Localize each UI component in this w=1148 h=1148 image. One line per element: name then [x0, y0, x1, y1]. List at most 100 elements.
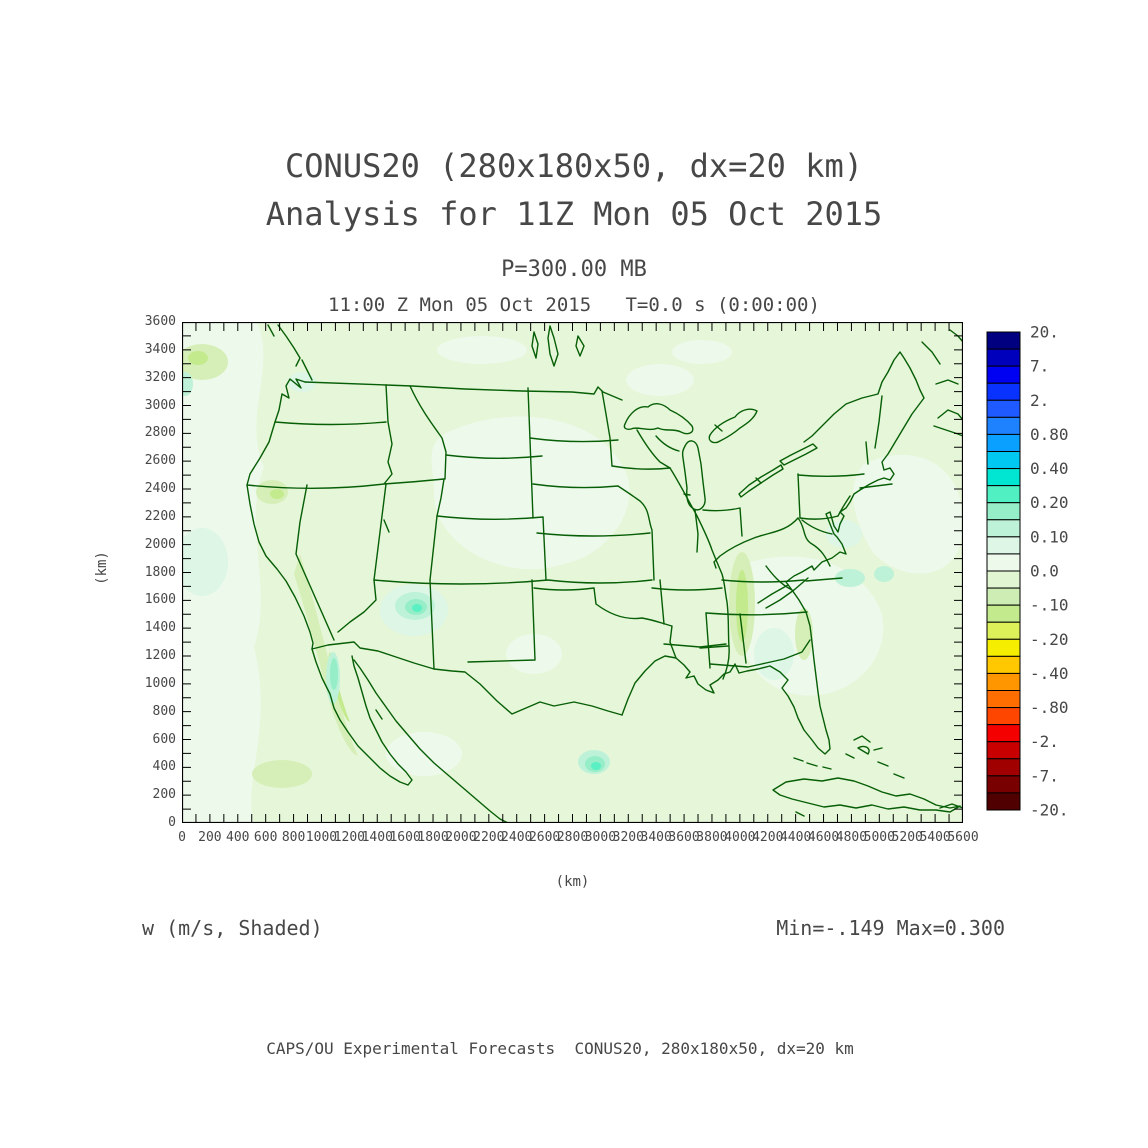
colorbar-label: -20. — [1030, 801, 1069, 820]
plot-title-line1: CONUS20 (280x180x50, dx=20 km) — [285, 147, 863, 185]
x-tick-label: 1000 — [305, 830, 338, 845]
x-tick-label: 2000 — [445, 830, 477, 845]
conus-map-svg — [182, 322, 963, 823]
x-tick-label: 200 — [198, 830, 222, 845]
map-boundary-line — [267, 324, 275, 337]
map-boundary-line — [772, 777, 961, 813]
plot-title-line2: Analysis for 11Z Mon 05 Oct 2015 — [265, 195, 883, 233]
minmax-label: Min=-.149 Max=0.300 — [776, 916, 1005, 940]
shading-patch — [270, 489, 284, 499]
y-tick-label: 1200 — [144, 648, 176, 663]
shading-patch — [252, 760, 312, 788]
colorbar-cell — [986, 331, 1021, 350]
map-boundary-line — [246, 378, 314, 650]
shading-patch — [506, 634, 562, 674]
shading-patch — [591, 762, 601, 770]
map-boundary-line — [681, 440, 706, 511]
credit-footer: CAPS/OU Experimental Forecasts CONUS20, … — [266, 1039, 854, 1058]
map-boundary-line — [375, 709, 383, 720]
map-boundary-line — [536, 532, 651, 537]
x-tick-label: 5200 — [891, 830, 923, 845]
colorbar-label: 0.0 — [1030, 562, 1059, 581]
map-boundary-line — [301, 359, 313, 381]
colorbar-cell — [986, 485, 1021, 504]
map-boundary-line — [409, 385, 447, 480]
shading-patch — [754, 628, 794, 680]
y-tick-label: 2200 — [144, 508, 176, 524]
map-boundary-line — [623, 403, 694, 435]
colorbar-label: -2. — [1030, 732, 1059, 751]
map-boundary-line — [739, 613, 747, 664]
map-boundary-line — [311, 648, 413, 786]
y-tick-label: 400 — [152, 759, 176, 775]
y-tick-label: 2400 — [144, 481, 176, 496]
map-boundary-line — [799, 515, 839, 520]
colorbar-legend: 20. 7. 2. 0.80 0.40 0.20 0.10 0.0 -.10 -.20 -.40 -.… — [985, 323, 1145, 820]
colorbar-label: -.10 — [1030, 596, 1069, 615]
colorbar-cell — [986, 451, 1021, 470]
x-tick-label: 4800 — [835, 830, 868, 845]
x-tick-label: 2800 — [556, 830, 589, 845]
colorbar-cell — [986, 519, 1021, 538]
map-boundary-line — [383, 384, 393, 485]
colorbar-label: -.20 — [1030, 630, 1069, 649]
shading-patch — [288, 372, 316, 392]
colorbar-cell — [986, 382, 1021, 401]
y-tick-label: 3400 — [144, 341, 176, 357]
x-tick-label: 4200 — [752, 830, 784, 845]
colorbar-cell — [986, 724, 1021, 743]
pressure-level-label: P=300.00 MB — [501, 257, 647, 282]
colorbar-cell — [986, 655, 1021, 674]
map-boundary-line — [797, 473, 865, 477]
x-tick-label: 1200 — [333, 830, 365, 845]
y-tick-label: 1800 — [144, 564, 176, 580]
map-boundary-line — [859, 483, 893, 489]
colorbar-label: 7. — [1030, 357, 1049, 376]
map-boundary-line — [429, 478, 445, 581]
map-boundary-line — [709, 639, 811, 668]
map-boundary-line — [353, 659, 509, 823]
x-tick-label: 2200 — [473, 830, 505, 845]
y-tick-label: 200 — [152, 787, 176, 803]
map-boundary-line — [699, 645, 729, 649]
y-tick-label: 3200 — [144, 369, 176, 385]
map-boundary-line — [445, 454, 543, 459]
map-boundary-line — [837, 495, 851, 517]
shading-patch — [431, 416, 630, 570]
map-boundary-line — [429, 579, 435, 670]
map-boundary-line — [937, 409, 963, 421]
map-boundary-line — [935, 379, 959, 385]
shading-patch — [853, 454, 963, 574]
map-boundary-line — [757, 584, 789, 604]
map-boundary-line — [765, 565, 793, 591]
x-tick-label: 4000 — [724, 830, 756, 845]
map-boundary-line — [383, 519, 390, 533]
shading-patch — [672, 340, 732, 364]
x-tick-label: 2600 — [528, 830, 561, 845]
map-boundary-line — [663, 643, 727, 648]
y-tick-label: 600 — [152, 731, 176, 747]
shading-patch — [294, 554, 358, 756]
map-boundary-line — [797, 473, 801, 519]
colorbar-label: 0.40 — [1030, 459, 1069, 478]
map-boundary-line — [274, 421, 387, 426]
x-tick-label: 2400 — [501, 830, 533, 845]
colorbar-cell — [986, 741, 1021, 760]
map-boundary-line — [874, 395, 883, 449]
map-boundary-line — [527, 387, 534, 519]
map-boundary-line — [304, 381, 623, 401]
y-tick-label: 800 — [152, 703, 176, 719]
x-tick-label: 1400 — [361, 830, 393, 845]
shading-patch — [182, 528, 228, 596]
colorbar-cell — [986, 553, 1021, 572]
shading-patch — [874, 566, 894, 582]
colorbar-label: -7. — [1030, 766, 1059, 785]
colorbar-cell — [986, 672, 1021, 691]
map-boundary-line — [708, 408, 758, 444]
map-boundary-line — [311, 641, 623, 716]
map-boundary-line — [705, 612, 711, 669]
map-boundary-line — [436, 515, 547, 581]
colorbar-label: 0.80 — [1030, 425, 1069, 444]
y-tick-label: 3600 — [144, 314, 176, 329]
colorbar-cell — [986, 775, 1021, 794]
